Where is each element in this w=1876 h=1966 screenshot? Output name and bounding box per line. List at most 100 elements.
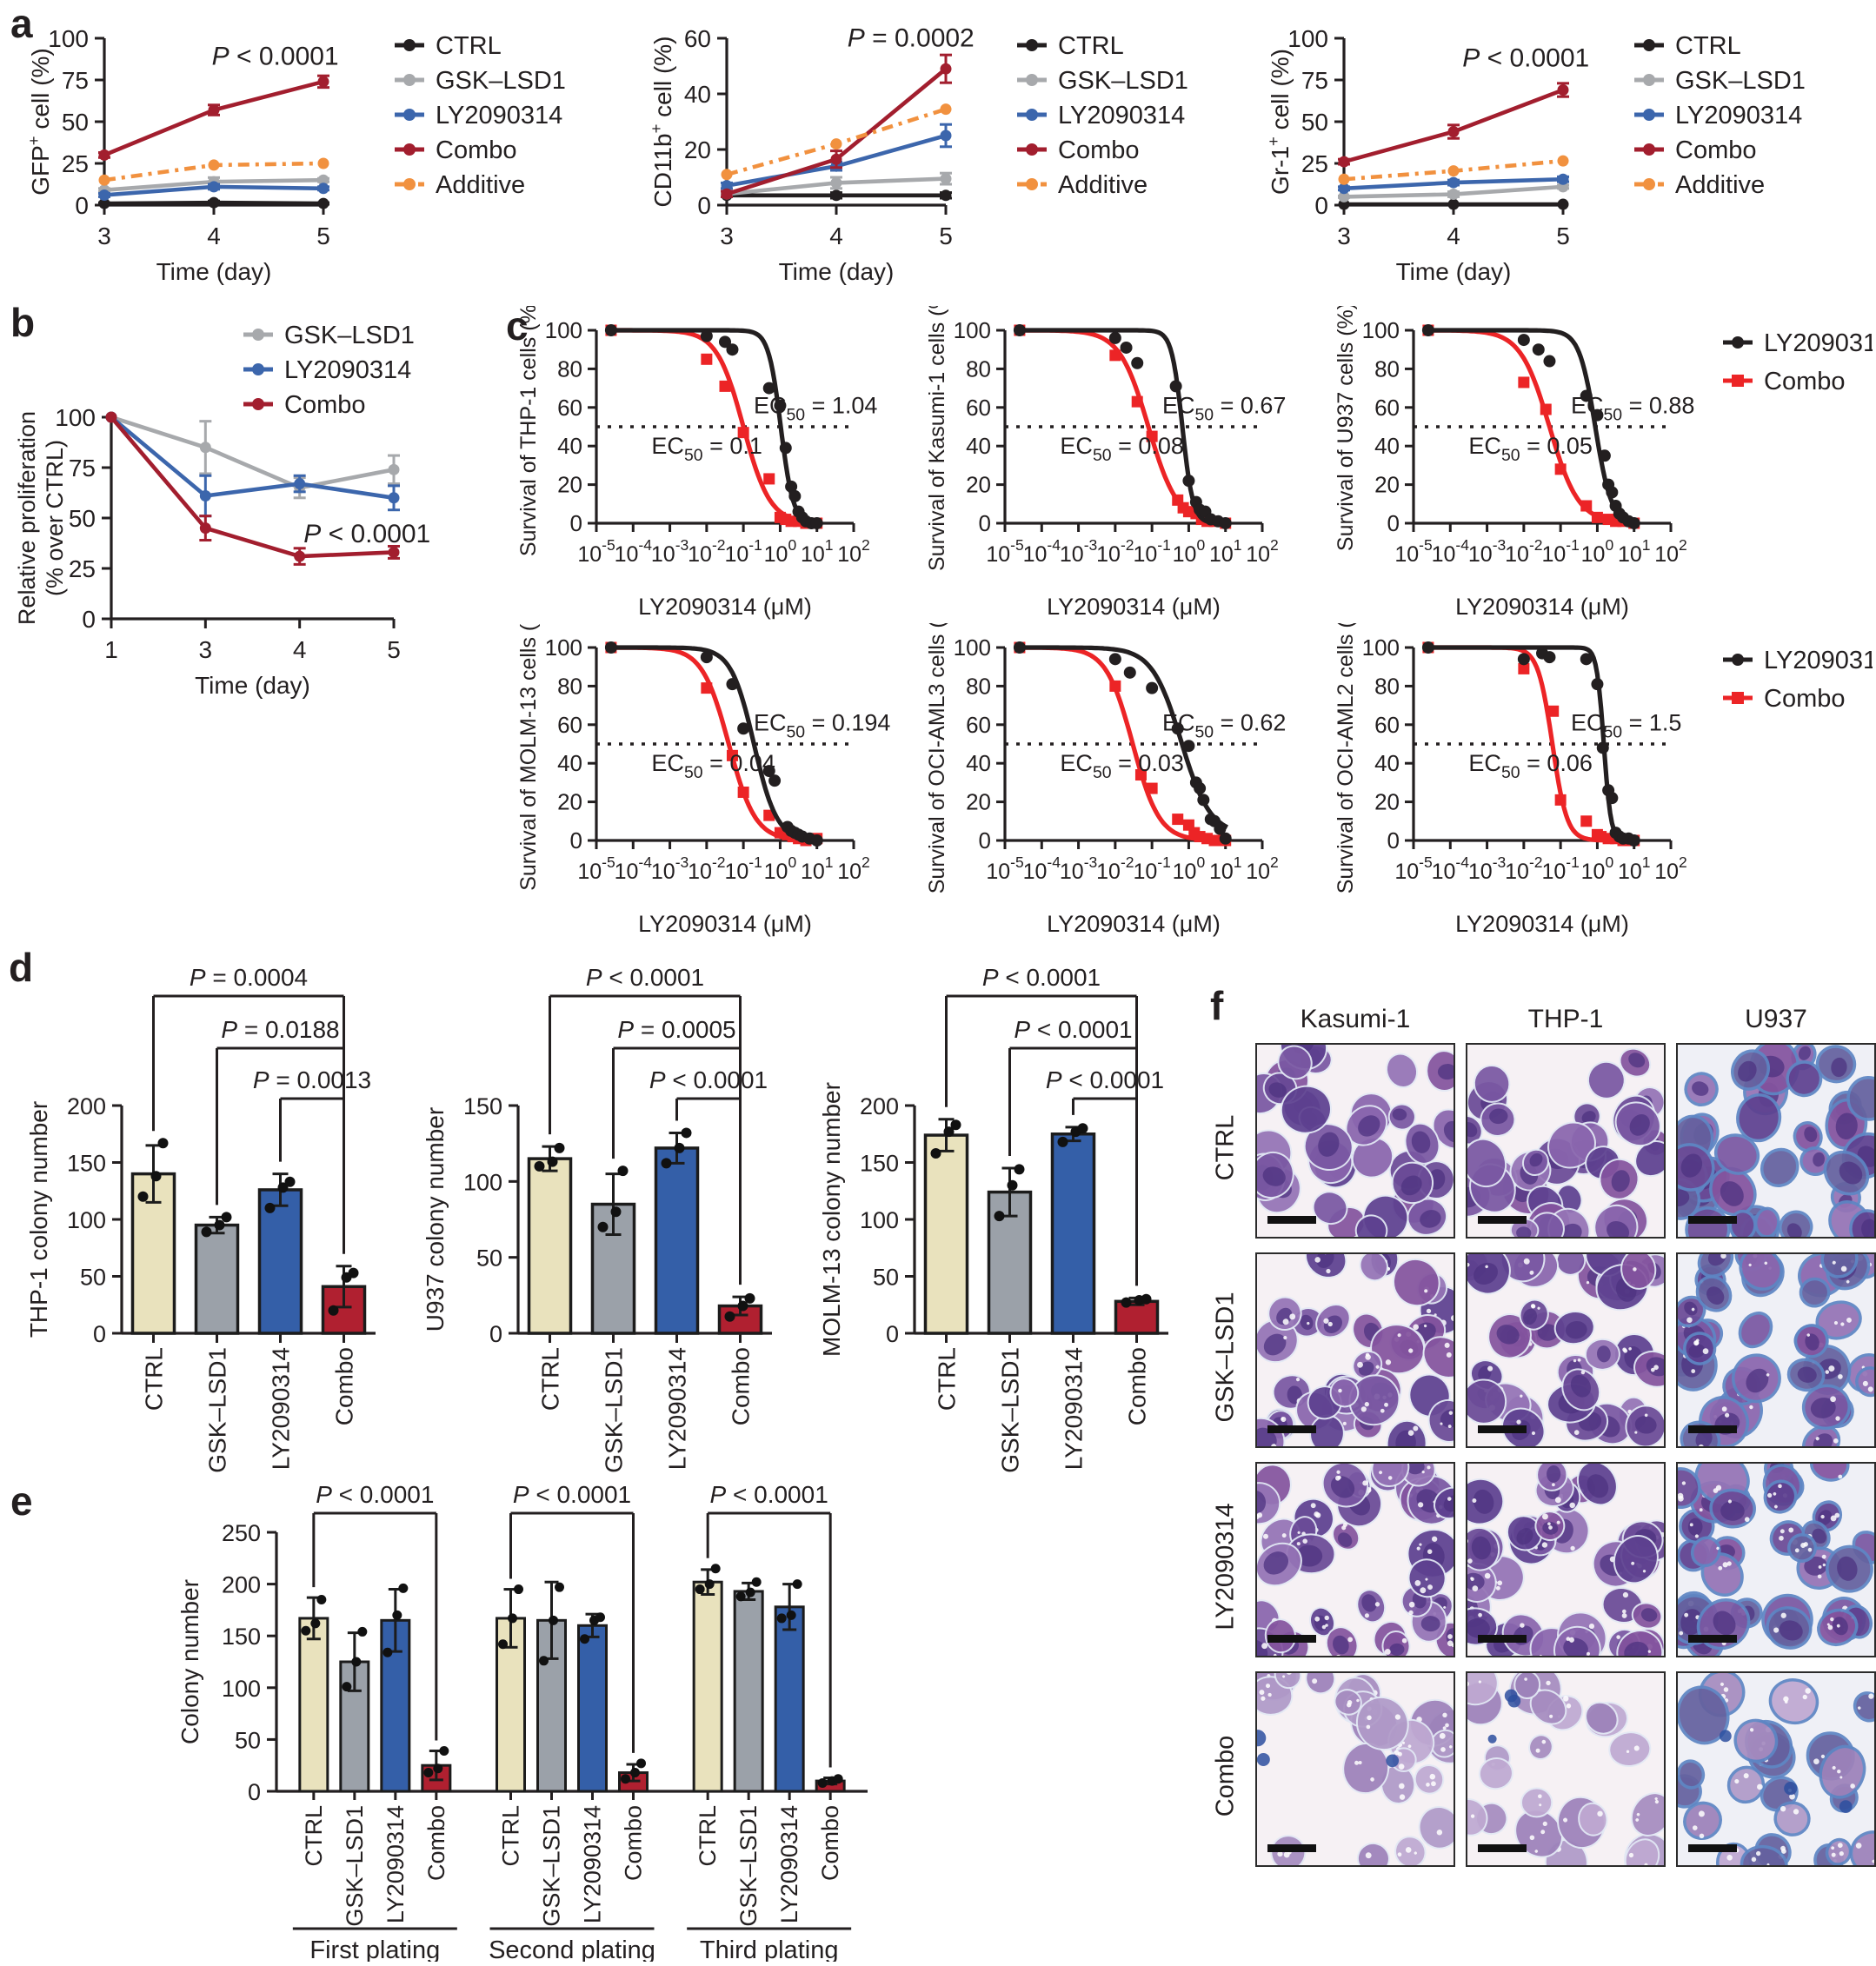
- svg-text:CTRL: CTRL: [141, 1347, 168, 1411]
- svg-text:50: 50: [873, 1265, 899, 1291]
- svg-text:150: 150: [463, 1093, 502, 1119]
- svg-text:0: 0: [886, 1321, 899, 1347]
- svg-text:Combo: Combo: [423, 1805, 449, 1881]
- bar-Third plating-CTRL: [694, 1564, 722, 1791]
- pf-row-label-gsklsd1: GSK–LSD1: [1207, 1252, 1245, 1462]
- microscopy-render: [1678, 1673, 1874, 1865]
- svg-text:40: 40: [557, 750, 582, 776]
- series-CTRL: [1339, 199, 1569, 210]
- svg-text:20: 20: [684, 136, 711, 163]
- svg-text:0: 0: [570, 510, 582, 536]
- svg-text:102: 102: [837, 853, 870, 884]
- svg-text:25: 25: [69, 555, 96, 582]
- svg-text:40: 40: [966, 750, 991, 776]
- svg-text:100: 100: [222, 1676, 261, 1702]
- microscopy-render: [1467, 1045, 1664, 1237]
- svg-text:100: 100: [67, 1207, 106, 1233]
- bar-First plating-LY2090314: [382, 1584, 409, 1791]
- svg-text:10-4: 10-4: [615, 853, 653, 884]
- svg-text:LY2090314: LY2090314: [580, 1805, 606, 1923]
- svg-text:10-4: 10-4: [1432, 853, 1470, 884]
- bar-LY2090314: [260, 1174, 302, 1333]
- microscopy-render: [1678, 1045, 1874, 1237]
- svg-text:Additive: Additive: [436, 171, 525, 199]
- svg-text:100: 100: [463, 1169, 502, 1195]
- scale-bar: [1267, 1425, 1316, 1433]
- svg-text:Survival of Kasumi-1 cells (%): Survival of Kasumi-1 cells (%): [925, 306, 949, 571]
- svg-text:5: 5: [1556, 223, 1570, 249]
- svg-text:10-1: 10-1: [1541, 536, 1579, 567]
- svg-text:50: 50: [69, 505, 96, 532]
- svg-text:4: 4: [1447, 223, 1460, 249]
- svg-text:LY2090314 (μM): LY2090314 (μM): [638, 594, 812, 620]
- legend-item-LY2090314: LY2090314: [1017, 102, 1185, 130]
- legend-item-GSK–LSD1: GSK–LSD1: [395, 67, 566, 95]
- svg-text:5: 5: [939, 223, 953, 249]
- svg-text:CTRL: CTRL: [537, 1347, 564, 1411]
- svg-text:10-1: 10-1: [1133, 853, 1170, 884]
- svg-text:40: 40: [966, 433, 991, 459]
- svg-text:Survival of THP-1 cells (%): Survival of THP-1 cells (%): [516, 306, 541, 556]
- legend-item-Combo: Combo: [1723, 685, 1846, 713]
- svg-text:Combo: Combo: [436, 136, 517, 164]
- svg-text:P < 0.0001: P < 0.0001: [710, 1482, 828, 1508]
- svg-text:GSK–LSD1: GSK–LSD1: [204, 1347, 231, 1473]
- svg-text:0: 0: [979, 510, 991, 536]
- svg-text:10-2: 10-2: [1505, 853, 1542, 884]
- legend-item-CTRL: CTRL: [395, 32, 502, 60]
- svg-text:P = 0.0002: P = 0.0002: [848, 24, 975, 53]
- legend-item-LY2090314: LY2090314: [1723, 329, 1873, 357]
- svg-text:10-3: 10-3: [1468, 853, 1506, 884]
- svg-text:First plating: First plating: [309, 1936, 440, 1962]
- svg-text:P = 0.0004: P = 0.0004: [190, 964, 308, 991]
- svg-text:60: 60: [1374, 712, 1400, 738]
- svg-text:(% over CTRL): (% over CTRL): [42, 440, 68, 596]
- microscopy-image-ly2090314-u937: [1676, 1462, 1876, 1657]
- legend-item-LY2090314: LY2090314: [395, 102, 562, 130]
- microscopy-image-combo-kasumi1: [1255, 1671, 1455, 1867]
- svg-text:0: 0: [82, 606, 96, 633]
- svg-text:EC50 = 0.1: EC50 = 0.1: [651, 433, 762, 465]
- svg-text:Time (day): Time (day): [195, 672, 310, 699]
- svg-text:150: 150: [67, 1151, 106, 1177]
- svg-text:Survival of OCI-AML2 cells (%): Survival of OCI-AML2 cells (%): [1334, 623, 1358, 893]
- svg-text:Colony number: Colony number: [176, 1579, 203, 1744]
- svg-text:40: 40: [684, 81, 711, 108]
- svg-text:0: 0: [248, 1779, 261, 1805]
- svg-text:LY2090314: LY2090314: [284, 356, 411, 384]
- dose-curve-LY2090314: [1422, 641, 1640, 847]
- svg-text:EC50 = 0.05: EC50 = 0.05: [1468, 433, 1592, 465]
- svg-text:101: 101: [1618, 853, 1651, 884]
- svg-text:10-5: 10-5: [577, 853, 615, 884]
- svg-text:100: 100: [545, 317, 582, 343]
- svg-text:80: 80: [966, 673, 991, 699]
- significance-bracket: P < 0.0001: [314, 1482, 436, 1741]
- svg-text:4: 4: [829, 223, 843, 249]
- svg-text:0: 0: [979, 827, 991, 853]
- microscopy-image-ctrl-u937: [1676, 1043, 1876, 1239]
- svg-text:LY2090314: LY2090314: [1061, 1347, 1088, 1470]
- svg-text:150: 150: [222, 1624, 261, 1650]
- pf-column-header-thp1: THP-1: [1466, 1001, 1666, 1043]
- microscopy-image-combo-thp1: [1466, 1671, 1666, 1867]
- svg-text:60: 60: [966, 712, 991, 738]
- svg-text:LY2090314 (μM): LY2090314 (μM): [1455, 911, 1629, 937]
- legend-item-Combo: Combo: [243, 391, 366, 419]
- microscopy-image-ly2090314-thp1: [1466, 1462, 1666, 1657]
- bar-Second plating-LY2090314: [579, 1612, 607, 1791]
- svg-text:102: 102: [1246, 853, 1279, 884]
- svg-text:LY2090314: LY2090314: [664, 1347, 691, 1470]
- svg-text:P < 0.0001: P < 0.0001: [1462, 44, 1589, 73]
- scale-bar: [1478, 1844, 1527, 1852]
- svg-text:20: 20: [557, 789, 582, 815]
- svg-text:Gr-1+ cell (%): Gr-1+ cell (%): [1264, 49, 1294, 195]
- svg-text:GSK–LSD1: GSK–LSD1: [1058, 67, 1188, 95]
